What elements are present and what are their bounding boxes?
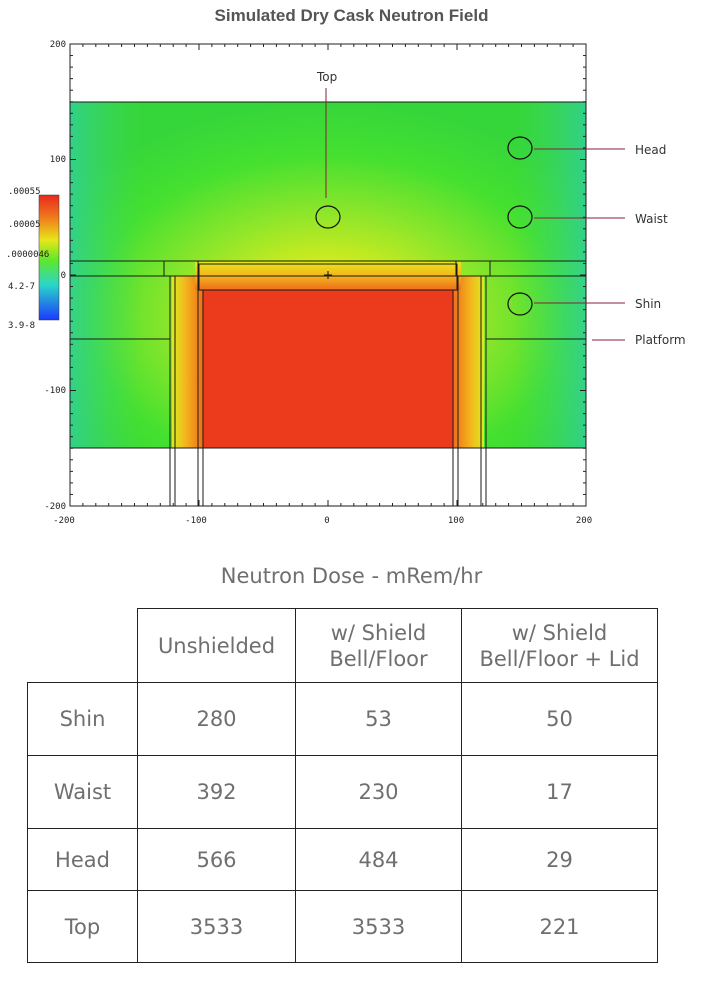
colorbar-label-2: .0000046 [6,250,49,260]
column-header-unshielded: Unshielded [137,608,296,683]
annotation-waist: Waist [635,212,668,226]
column-header-shield-bell-floor: w/ Shield Bell/Floor [295,608,462,683]
y-tick-label-neg100: -100 [44,386,66,396]
annotation-top: Top [316,70,337,84]
row-label: Head [27,828,138,891]
colorbar-label-0: .00055 [8,187,41,197]
neutron-field-heatmap: Top Head Waist Shin Platform 200 100 0 -… [6,40,686,526]
table-row-top: Top 3533 3533 221 [27,890,658,963]
corner-cell [27,608,138,683]
colorbar-label-1: .00005 [8,220,41,230]
y-tick-label-0: 0 [61,271,66,281]
table-row-waist: Waist 392 230 17 [27,755,658,829]
center-marker [324,271,332,279]
axis-ticks [69,43,587,507]
x-tick-label-100: 100 [448,516,464,526]
row-label: Shin [27,682,138,756]
neutron-dose-table: Unshielded w/ Shield Bell/Floor w/ Shiel… [27,608,658,963]
y-tick-label-200: 200 [50,40,66,50]
chart-title: Simulated Dry Cask Neutron Field [214,6,489,25]
column-header-line: Bell/Floor [329,646,428,671]
table-cell: 230 [295,755,462,829]
x-tick-label-neg100: -100 [185,516,207,526]
y-tick-label-100: 100 [50,155,66,165]
table-cell: 53 [295,682,462,756]
cask-wall-left [172,276,204,448]
table-title: Neutron Dose - mRem/hr [220,564,483,588]
y-tick-label-neg200: -200 [44,502,66,512]
colorbar-label-4: 3.9-8 [8,321,35,331]
geometry-outlines [69,101,587,507]
colorbar [38,194,60,321]
cask-wall-right [452,276,484,448]
detector-top [315,205,341,229]
right-shoulder [455,260,491,277]
detector-shin [507,292,533,316]
cask-interior [203,290,453,448]
table-cell: 392 [137,755,296,829]
detector-head [507,136,533,160]
header-row: Unshielded w/ Shield Bell/Floor w/ Shiel… [27,608,658,683]
table-cell: 484 [295,828,462,891]
annotation-shin: Shin [635,297,661,311]
table-cell: 29 [461,828,658,891]
table-cell: 3533 [295,890,462,963]
table-cell: 50 [461,682,658,756]
table-cell: 221 [461,890,658,963]
row-label: Waist [27,755,138,829]
annotation-head: Head [635,143,666,157]
column-header-line: w/ Shield [511,620,608,645]
column-header-line: Bell/Floor + Lid [479,646,640,671]
x-tick-label-200: 200 [576,516,592,526]
table-row-head: Head 566 484 29 [27,828,658,891]
annotation-platform: Platform [635,333,686,347]
left-shoulder [163,260,199,277]
column-header-shield-bell-floor-lid: w/ Shield Bell/Floor + Lid [461,608,658,683]
x-tick-label-neg200: -200 [53,516,75,526]
x-tick-label-0: 0 [324,516,329,526]
column-header-line: w/ Shield [330,620,427,645]
detector-waist [507,205,533,229]
table-cell: 17 [461,755,658,829]
table-row-shin: Shin 280 53 50 [27,682,658,756]
annotation-lines [325,88,625,341]
row-label: Top [27,890,138,963]
table-cell: 3533 [137,890,296,963]
table-cell: 566 [137,828,296,891]
colorbar-label-3: 4.2-7 [8,282,35,292]
table-cell: 280 [137,682,296,756]
